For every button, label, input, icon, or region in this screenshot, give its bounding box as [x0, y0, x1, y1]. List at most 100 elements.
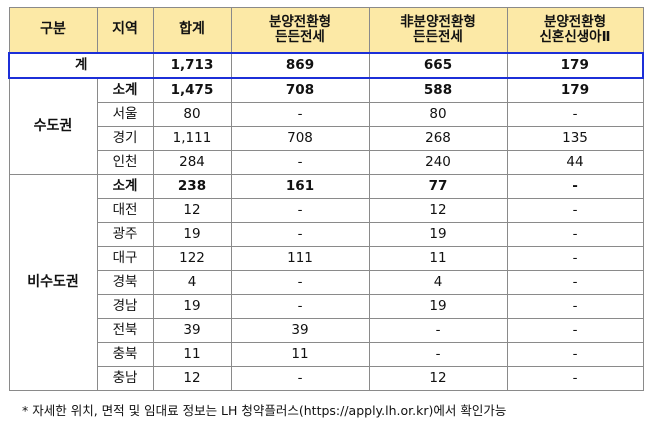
row-col6: 44: [506, 150, 644, 175]
row-col6: 135: [506, 126, 644, 151]
row-col4: -: [230, 270, 370, 295]
table-row: 비수도권 소계 238 161 77 -: [8, 174, 644, 391]
table-row: 인천 284 - 240 44: [9, 150, 644, 175]
header-category: 구분: [8, 7, 98, 54]
row-name: 경기: [96, 126, 154, 151]
row-col4: 11: [230, 342, 370, 367]
row-name: 대전: [96, 198, 154, 223]
row-name: 전북: [96, 318, 154, 343]
total-col5: 665: [368, 52, 508, 79]
row-col5: 588: [368, 77, 508, 103]
row-name: 충남: [96, 366, 154, 391]
header-col6-line1: 분양전환형: [543, 14, 607, 31]
total-label: 계: [8, 52, 154, 79]
row-sum: 11: [152, 342, 232, 367]
row-col5: 19: [368, 222, 508, 247]
table-row: 전북 39 39 - -: [9, 318, 644, 343]
table-row: 경기 1,111 708 268 135: [9, 126, 644, 151]
row-name: 서울: [96, 102, 154, 127]
row-col6: -: [506, 102, 644, 127]
row-col4: 161: [230, 174, 370, 199]
row-col6: 179: [506, 77, 644, 103]
row-col6: -: [506, 270, 644, 295]
header-col5: 非분양전환형 든든전세: [368, 7, 508, 54]
row-sum: 1,475: [152, 77, 232, 103]
header-col6-line2: 신혼신생아Ⅱ: [539, 29, 611, 45]
row-sum: 80: [152, 102, 232, 127]
table-row: 수도권 소계 1,475 708 588 179: [8, 77, 644, 175]
row-col5: 19: [368, 294, 508, 319]
row-sum: 122: [152, 246, 232, 271]
table-row: 대구 122 111 11 -: [9, 246, 644, 271]
row-col6: -: [506, 246, 644, 271]
row-col4: -: [230, 222, 370, 247]
table-row: 경북 4 - 4 -: [9, 270, 644, 295]
table-row: 충북 11 11 - -: [9, 342, 644, 367]
row-sum: 284: [152, 150, 232, 175]
table-row: 대전 12 - 12 -: [9, 198, 644, 223]
row-name: 소계: [96, 77, 154, 103]
row-name: 경남: [96, 294, 154, 319]
row-sum: 12: [152, 198, 232, 223]
row-col5: -: [368, 318, 508, 343]
footnote: * 자세한 위치, 면적 및 임대료 정보는 LH 청약플러스(https://…: [22, 403, 507, 418]
row-sum: 238: [152, 174, 232, 199]
row-col6: -: [506, 174, 644, 199]
table-row: 충남 12 - 12 -: [9, 366, 644, 391]
total-row: 계 1,713 869 665 179: [8, 52, 644, 79]
header-total: 합계: [152, 7, 232, 54]
row-col5: 268: [368, 126, 508, 151]
total-col4: 869: [230, 52, 370, 79]
row-col5: -: [368, 342, 508, 367]
row-sum: 19: [152, 294, 232, 319]
region-noncapital: 비수도권: [8, 174, 98, 391]
total-col6: 179: [506, 52, 644, 79]
row-col5: 12: [368, 366, 508, 391]
row-col5: 80: [368, 102, 508, 127]
table-row: 광주 19 - 19 -: [9, 222, 644, 247]
row-sum: 19: [152, 222, 232, 247]
row-col4: -: [230, 102, 370, 127]
row-col4: -: [230, 294, 370, 319]
header-region: 지역: [96, 7, 154, 54]
housing-supply-table: 구분 지역 합계 분양전환형 든든전세 非분양전환형 든든전세 분양전환형 신혼…: [8, 7, 644, 391]
row-col5: 240: [368, 150, 508, 175]
row-col6: -: [506, 198, 644, 223]
row-col6: -: [506, 222, 644, 247]
row-name: 경북: [96, 270, 154, 295]
row-col5: 77: [368, 174, 508, 199]
row-col4: -: [230, 198, 370, 223]
row-col6: -: [506, 318, 644, 343]
row-sum: 12: [152, 366, 232, 391]
row-col5: 11: [368, 246, 508, 271]
row-name: 충북: [96, 342, 154, 367]
row-col4: -: [230, 150, 370, 175]
header-col4-line1: 분양전환형: [268, 14, 332, 31]
row-sum: 1,111: [152, 126, 232, 151]
header-row: 구분 지역 합계 분양전환형 든든전세 非분양전환형 든든전세 분양전환형 신혼…: [8, 7, 644, 54]
header-col5-line2: 든든전세: [413, 29, 463, 45]
row-col5: 12: [368, 198, 508, 223]
header-col4-line2: 든든전세: [275, 29, 325, 45]
row-sum: 39: [152, 318, 232, 343]
row-name: 광주: [96, 222, 154, 247]
table-row: 서울 80 - 80 -: [9, 102, 644, 127]
row-name: 소계: [96, 174, 154, 199]
row-col6: -: [506, 294, 644, 319]
region-capital: 수도권: [8, 77, 98, 175]
row-sum: 4: [152, 270, 232, 295]
row-col4: 708: [230, 77, 370, 103]
row-col4: 111: [230, 246, 370, 271]
table-row: 경남 19 - 19 -: [9, 294, 644, 319]
header-col6: 분양전환형 신혼신생아Ⅱ: [506, 7, 644, 54]
row-col4: 708: [230, 126, 370, 151]
total-sum: 1,713: [152, 52, 232, 79]
row-name: 대구: [96, 246, 154, 271]
row-col6: -: [506, 342, 644, 367]
row-name: 인천: [96, 150, 154, 175]
row-col5: 4: [368, 270, 508, 295]
row-col4: -: [230, 366, 370, 391]
header-col5-line1: 非분양전환형: [400, 14, 476, 31]
row-col6: -: [506, 366, 644, 391]
